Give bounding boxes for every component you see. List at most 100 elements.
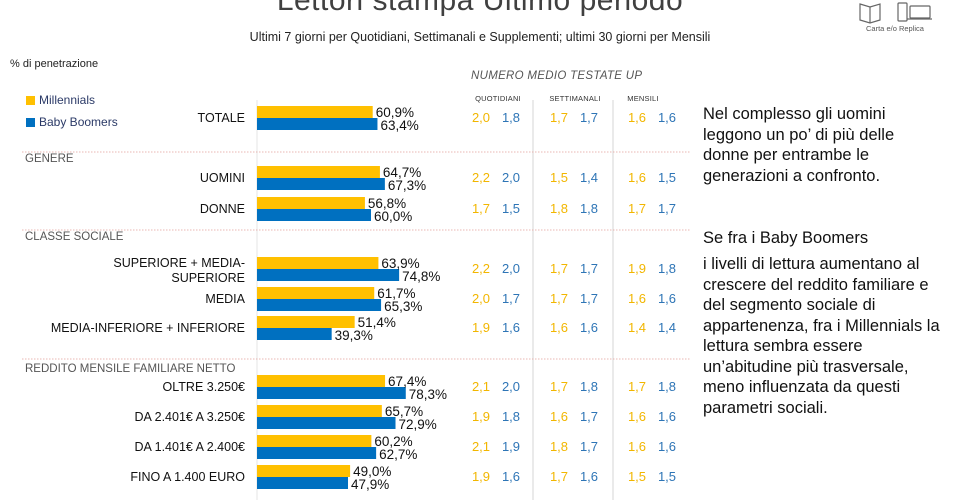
bar-millennials: [257, 106, 373, 118]
bar-baby-boomers: [257, 387, 406, 399]
category-label: MEDIA: [205, 292, 245, 306]
testate-value-sett: 1,4: [580, 170, 598, 185]
bar-millennials: [257, 197, 365, 209]
testate-value-sett: 1,6: [580, 469, 598, 484]
bar-millennials: [257, 316, 355, 328]
col-header-quotidiani: QUOTIDIANI: [475, 94, 521, 103]
bar-baby-boomers: [257, 447, 377, 459]
data-label-baby-boomers: 67,3%: [388, 178, 426, 193]
testate-value-mens: 1,4: [658, 320, 676, 335]
data-label-baby-boomers: 74,8%: [402, 269, 440, 284]
bar-millennials: [257, 375, 386, 387]
testate-value-mens: 1,7: [628, 201, 646, 216]
testate-value-quot: 2,2: [472, 170, 490, 185]
testate-value-quot: 1,5: [502, 201, 520, 216]
testate-value-mens: 1,9: [628, 261, 646, 276]
testate-value-mens: 1,8: [658, 379, 676, 394]
testate-value-quot: 1,9: [472, 320, 490, 335]
testate-value-mens: 1,6: [628, 439, 646, 454]
testate-value-sett: 1,8: [580, 379, 598, 394]
data-label-millennials: 67,4%: [388, 374, 426, 389]
testate-value-sett: 1,8: [550, 201, 568, 216]
testate-value-sett: 1,7: [580, 439, 598, 454]
testate-value-mens: 1,6: [628, 170, 646, 185]
testate-value-quot: 2,0: [472, 291, 490, 306]
data-label-baby-boomers: 65,3%: [384, 299, 422, 314]
testate-value-quot: 1,6: [502, 320, 520, 335]
bar-baby-boomers: [257, 269, 400, 281]
legend-swatch-baby-boomers: [26, 117, 35, 127]
data-label-millennials: 64,7%: [383, 165, 421, 180]
category-label: OLTRE 3.250€: [163, 380, 246, 394]
bar-millennials: [257, 465, 351, 477]
data-label-millennials: 56,8%: [368, 196, 406, 211]
bar-millennials: [257, 435, 372, 447]
testate-value-quot: 2,1: [472, 379, 490, 394]
col-header-settimanali: SETTIMANALI: [549, 94, 601, 103]
testate-value-sett: 1,7: [580, 261, 598, 276]
category-label: MEDIA-INFERIORE + INFERIORE: [51, 321, 245, 335]
bar-baby-boomers: [257, 477, 349, 489]
y-axis-label: % di penetrazione: [10, 58, 99, 70]
testate-value-mens: 1,5: [628, 469, 646, 484]
testate-value-quot: 2,1: [472, 439, 490, 454]
section-header: REDDITO MENSILE FAMILIARE NETTO: [25, 363, 236, 375]
testate-value-mens: 1,4: [628, 320, 646, 335]
penetration-chart: GENERE CLASSE SOCIALE REDDITO MENSILE FAMI…: [22, 100, 690, 500]
data-label-millennials: 63,9%: [381, 256, 419, 271]
narrative-paragraph-2: Se fra i Baby Boomers: [703, 229, 869, 247]
testate-value-sett: 1,6: [550, 320, 568, 335]
testate-value-quot: 2,2: [472, 261, 490, 276]
bar-millennials: [257, 257, 379, 269]
testate-value-sett: 1,7: [550, 110, 568, 125]
section-header: GENERE: [25, 153, 74, 165]
category-label: DA 1.401€ A 2.400€: [134, 440, 245, 454]
data-label-baby-boomers: 60,0%: [374, 209, 412, 224]
bar-baby-boomers: [257, 178, 385, 190]
numero-medio-header: NUMERO MEDIO TESTATE UP: [471, 70, 643, 82]
testate-value-mens: 1,6: [628, 110, 646, 125]
testate-value-sett: 1,7: [580, 291, 598, 306]
testate-value-sett: 1,7: [580, 409, 598, 424]
data-label-millennials: 61,7%: [377, 286, 415, 301]
legend-item-millennials: Millennials: [26, 93, 95, 107]
page-subtitle: Ultimi 7 giorni per Quotidiani, Settiman…: [249, 30, 711, 44]
category-label: FINO A 1.400 EURO: [130, 470, 245, 484]
testate-value-sett: 1,5: [550, 170, 568, 185]
section-header: CLASSE SOCIALE: [25, 231, 124, 243]
data-label-baby-boomers: 78,3%: [409, 387, 447, 402]
bar-baby-boomers: [257, 118, 378, 130]
testate-value-quot: 2,0: [502, 170, 520, 185]
page-title: Lettori stampa Ultimo periodo: [276, 0, 684, 17]
testate-value-sett: 1,7: [550, 379, 568, 394]
testate-value-mens: 1,7: [658, 201, 676, 216]
narrative-paragraph-3: i livelli di lettura aumentano al cresce…: [703, 255, 940, 417]
testate-value-mens: 1,6: [658, 110, 676, 125]
testate-value-mens: 1,8: [658, 261, 676, 276]
book-icon: [859, 3, 881, 24]
testate-value-sett: 1,8: [580, 201, 598, 216]
bar-millennials: [257, 166, 380, 178]
testate-value-quot: 1,9: [472, 469, 490, 484]
data-label-baby-boomers: 39,3%: [335, 328, 373, 343]
testate-value-mens: 1,5: [658, 170, 676, 185]
testate-value-sett: 1,7: [550, 261, 568, 276]
category-label: DA 2.401€ A 3.250€: [134, 410, 245, 424]
testate-value-quot: 1,7: [472, 201, 490, 216]
testate-value-mens: 1,6: [658, 439, 676, 454]
testate-value-quot: 2,0: [472, 110, 490, 125]
data-label-baby-boomers: 63,4%: [380, 118, 418, 133]
testate-value-quot: 1,6: [502, 469, 520, 484]
data-label-millennials: 65,7%: [385, 404, 423, 419]
testate-value-mens: 1,6: [628, 409, 646, 424]
testate-value-quot: 1,8: [502, 409, 520, 424]
legend-item-baby-boomers: Baby Boomers: [26, 115, 118, 129]
testate-value-sett: 1,8: [550, 439, 568, 454]
testate-value-quot: 2,0: [502, 379, 520, 394]
testate-value-quot: 1,8: [502, 110, 520, 125]
bar-baby-boomers: [257, 417, 396, 429]
testate-value-quot: 1,9: [502, 439, 520, 454]
testate-value-mens: 1,6: [628, 291, 646, 306]
data-label-millennials: 60,2%: [374, 434, 412, 449]
testate-value-sett: 1,6: [550, 409, 568, 424]
